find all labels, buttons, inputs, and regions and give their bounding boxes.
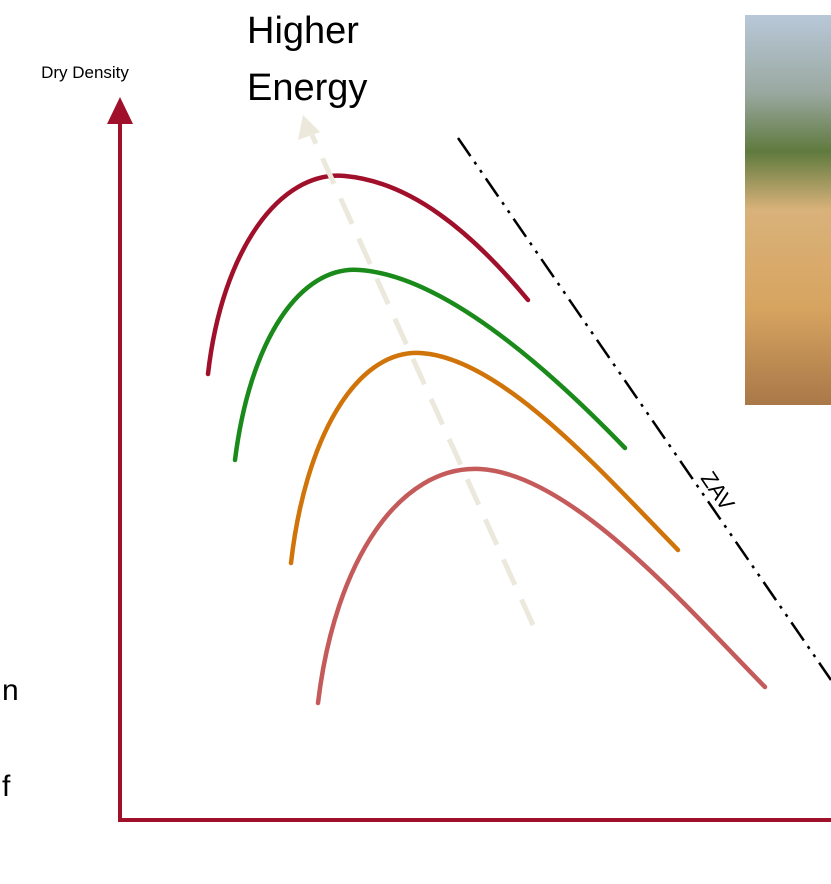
y-axis-arrow <box>107 97 133 124</box>
energy-arrow <box>309 133 536 627</box>
curve <box>205 173 531 377</box>
site-photo <box>745 15 831 405</box>
zav-line <box>456 137 831 681</box>
zav-label: ZAV <box>696 467 740 515</box>
text-fragment: n <box>2 674 19 707</box>
energy-arrowhead <box>298 115 320 140</box>
text-fragment: f <box>2 770 11 803</box>
curve <box>288 350 681 566</box>
compaction-curves <box>205 173 768 706</box>
curve <box>315 466 768 706</box>
energy-label: Energy <box>247 67 367 109</box>
energy-label: Higher <box>247 10 359 52</box>
axis-label: Dry Density <box>41 63 129 82</box>
axes <box>118 115 831 822</box>
curve <box>232 267 628 463</box>
